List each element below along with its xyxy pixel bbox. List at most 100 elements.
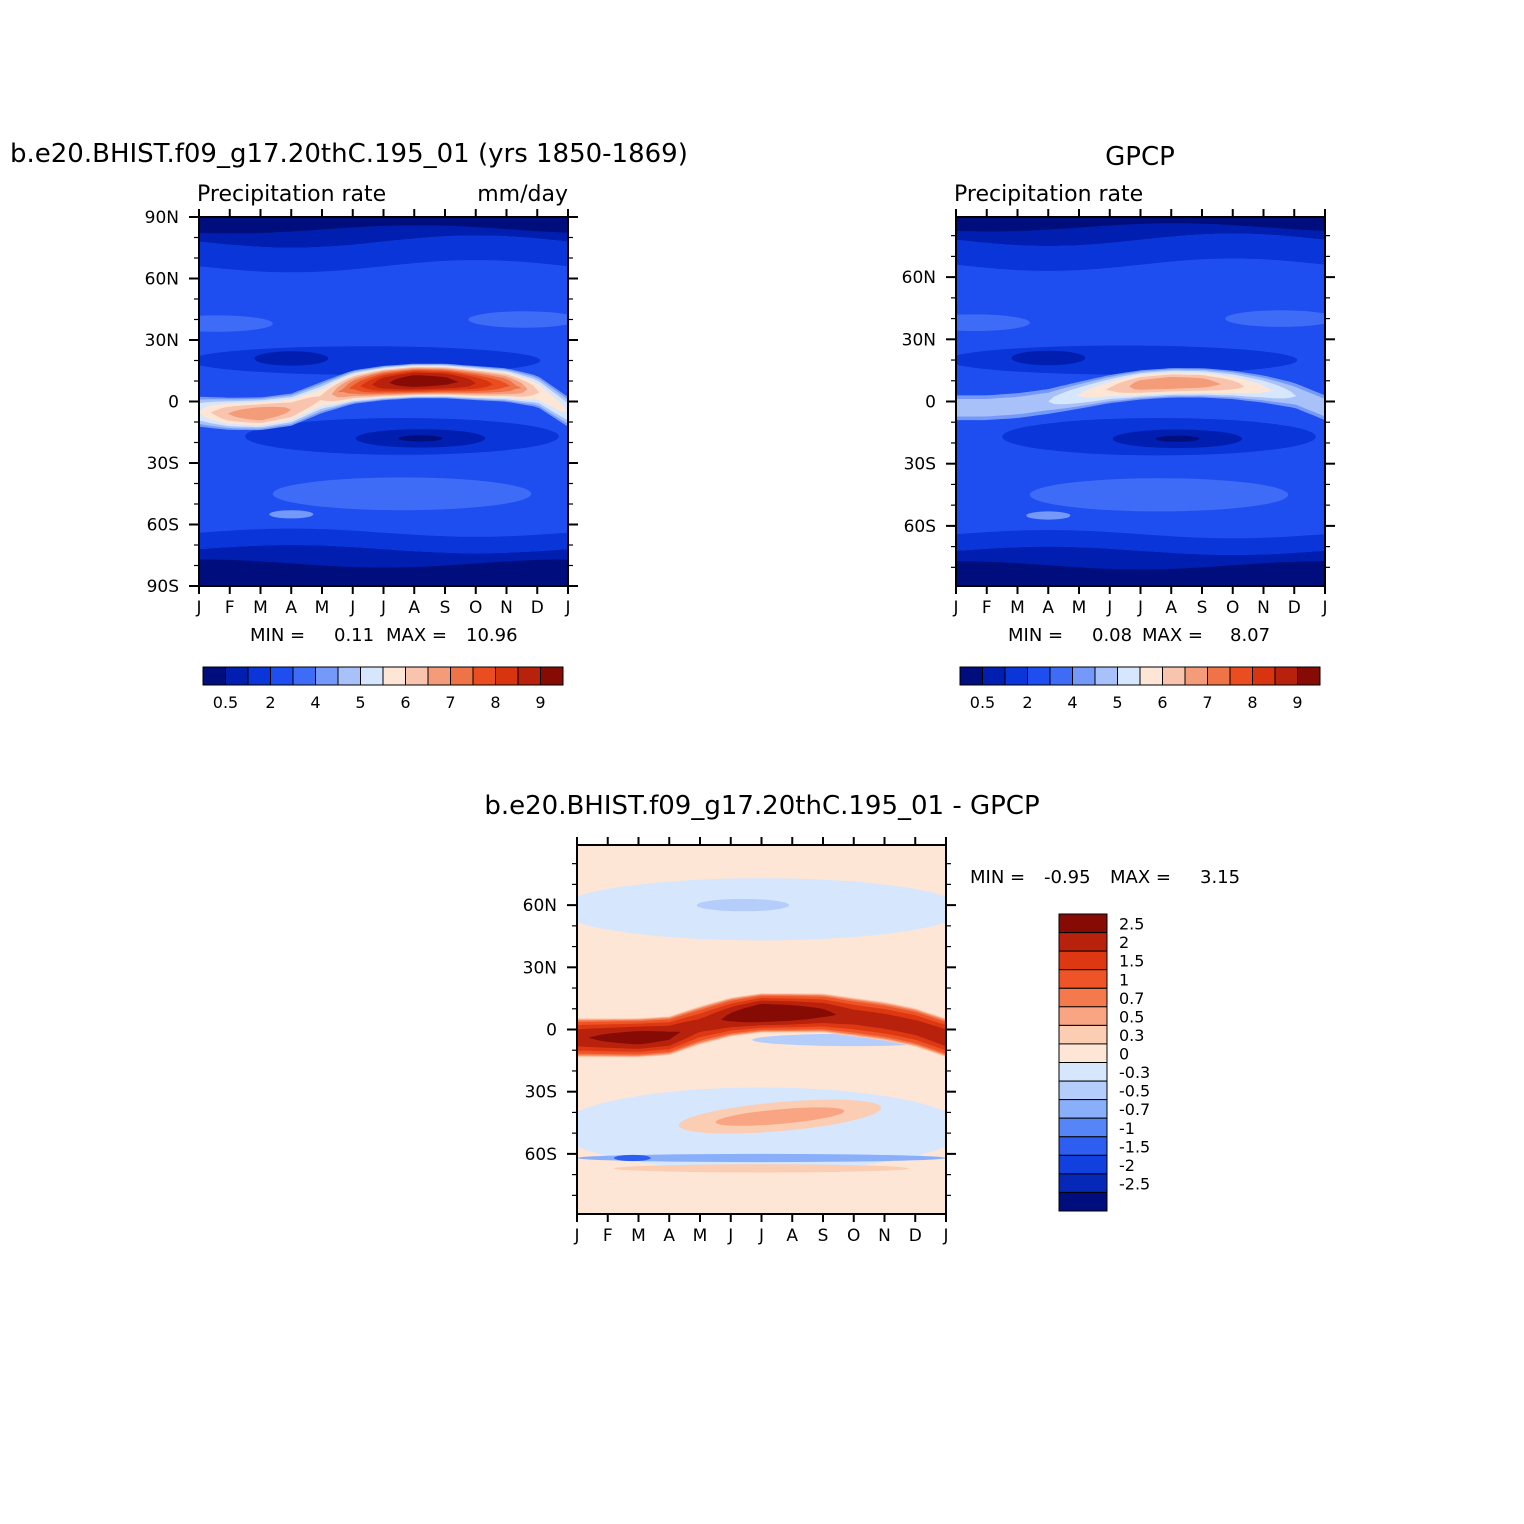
month-tick-label: J: [942, 1226, 948, 1246]
month-tick-label: J: [349, 598, 355, 618]
month-tick-label: J: [1321, 598, 1327, 618]
month-tick-label: O: [847, 1226, 860, 1246]
contour-north-storm-track-west: [956, 314, 1030, 331]
month-tick-label: O: [469, 598, 482, 618]
lat-tick-label: 60S: [147, 516, 179, 536]
lat-tick-label: 30N: [902, 330, 936, 350]
colorbar-label: 8: [1247, 693, 1257, 712]
colorbar-swatch: [495, 666, 519, 686]
month-tick-label: A: [1042, 598, 1054, 618]
colorbar-swatch: [1117, 666, 1141, 686]
colorbar-label: 2: [265, 693, 275, 712]
month-tick-label: J: [195, 598, 201, 618]
colorbar-swatch: [292, 666, 316, 686]
month-tick-label: A: [285, 598, 297, 618]
month-tick-label: M: [253, 598, 268, 618]
month-tick-label: A: [408, 598, 420, 618]
colorbar-swatch: [1184, 666, 1208, 686]
month-tick-label: F: [603, 1226, 613, 1246]
colorbar-swatch: [1252, 666, 1276, 686]
colorbar-swatch: [1058, 1173, 1108, 1194]
colorbar-swatch: [1058, 1154, 1108, 1175]
colorbar-swatch: [247, 666, 271, 686]
colorbar-label: 0.5: [1119, 1007, 1144, 1026]
contour-north-storm-track-east: [1225, 310, 1325, 327]
lat-tick-label: 90N: [145, 208, 179, 228]
colorbar-swatch: [1058, 1043, 1108, 1064]
contour-south-storm-track-core: [1026, 511, 1071, 520]
month-tick-label: A: [1165, 598, 1177, 618]
contour-south-storm-track-core: [269, 510, 314, 519]
month-tick-label: J: [1137, 598, 1143, 618]
month-tick-label: N: [1257, 598, 1270, 618]
colorbar-swatch: [1058, 1191, 1108, 1212]
panel-model-units-label: mm/day: [477, 182, 568, 207]
month-tick-label: S: [818, 1226, 829, 1246]
panel-diff-min-label: MIN =: [970, 867, 1025, 888]
contour-south-subtropic-inner: [398, 435, 443, 442]
contour-north-subtropic-core: [1011, 350, 1086, 366]
colorbar-swatch: [1058, 913, 1108, 934]
month-tick-label: M: [631, 1226, 646, 1246]
panel-model-variable-label: Precipitation rate: [197, 182, 386, 207]
panel-model-stats: MIN = 0.11 MAX = 10.96: [250, 625, 518, 646]
contour-north-subpolar: [199, 235, 568, 273]
colorbar-label: 0.5: [213, 693, 238, 712]
month-tick-label: D: [909, 1226, 922, 1246]
panel-model-contour-field: [199, 217, 568, 586]
panel-model-max-value: 10.96: [466, 625, 518, 646]
colorbar-swatch: [1058, 1062, 1108, 1082]
contour-north-subtropic-dry: [956, 345, 1298, 375]
panel-model-title: b.e20.BHIST.f09_g17.20thC.195_01 (yrs 18…: [10, 139, 688, 169]
colorbar-swatch: [1094, 666, 1118, 686]
month-tick-label: F: [225, 598, 235, 618]
colorbar-swatch: [1072, 666, 1096, 686]
colorbar-swatch: [959, 666, 983, 686]
panel-model-max-label: MAX =: [386, 625, 447, 646]
panel-model-min-label: MIN =: [250, 625, 305, 646]
lat-tick-label: 60S: [525, 1145, 557, 1165]
colorbar-swatch: [360, 666, 384, 686]
month-tick-label: J: [380, 598, 386, 618]
panel-obs-title: GPCP: [1105, 142, 1175, 172]
colorbar-label: -0.7: [1119, 1100, 1150, 1119]
panel-obs-min-label: MIN =: [1008, 625, 1063, 646]
contour-north-polar-inner: [199, 217, 568, 234]
panel-model: b.e20.BHIST.f09_g17.20thC.195_01 (yrs 18…: [10, 139, 688, 712]
diff-south-positive-core: [715, 1107, 845, 1126]
colorbar-label: 0.3: [1119, 1026, 1144, 1045]
lat-tick-label: 0: [546, 1021, 557, 1041]
colorbar-label: 0.5: [970, 693, 995, 712]
panel-diff-contour-field: [577, 878, 946, 1173]
lat-tick-label: 30N: [145, 331, 179, 351]
colorbar-swatch: [1207, 666, 1231, 686]
contour-itcz-level-8: [199, 371, 568, 414]
colorbar-swatch: [1027, 666, 1051, 686]
colorbar-label: 0: [1119, 1045, 1129, 1064]
colorbar-swatch: [1139, 666, 1163, 686]
lat-tick-label: 60S: [904, 517, 936, 537]
month-tick-label: J: [758, 1226, 764, 1246]
contour-south-storm-track: [1029, 478, 1289, 512]
colorbar-label: 7: [1202, 693, 1212, 712]
contour-north-polar-inner: [956, 217, 1325, 232]
month-tick-label: D: [1288, 598, 1301, 618]
panel-diff-min-value: -0.95: [1044, 867, 1091, 888]
colorbar-label: 6: [400, 693, 410, 712]
contour-south-polar-inner: [199, 559, 568, 586]
lat-tick-label: 60N: [902, 268, 936, 288]
colorbar-swatch: [382, 666, 406, 686]
panel-obs-max-value: 8.07: [1230, 625, 1270, 646]
colorbar-label: 4: [1067, 693, 1077, 712]
lat-tick-label: 30S: [904, 455, 936, 475]
contour-itcz-level-9: [199, 372, 568, 414]
lat-tick-label: 30N: [523, 958, 557, 978]
colorbar-label: 1.5: [1119, 952, 1144, 971]
colorbar-swatch: [1058, 1117, 1108, 1138]
lat-tick-label: 30S: [147, 454, 179, 474]
month-tick-label: M: [1072, 598, 1087, 618]
